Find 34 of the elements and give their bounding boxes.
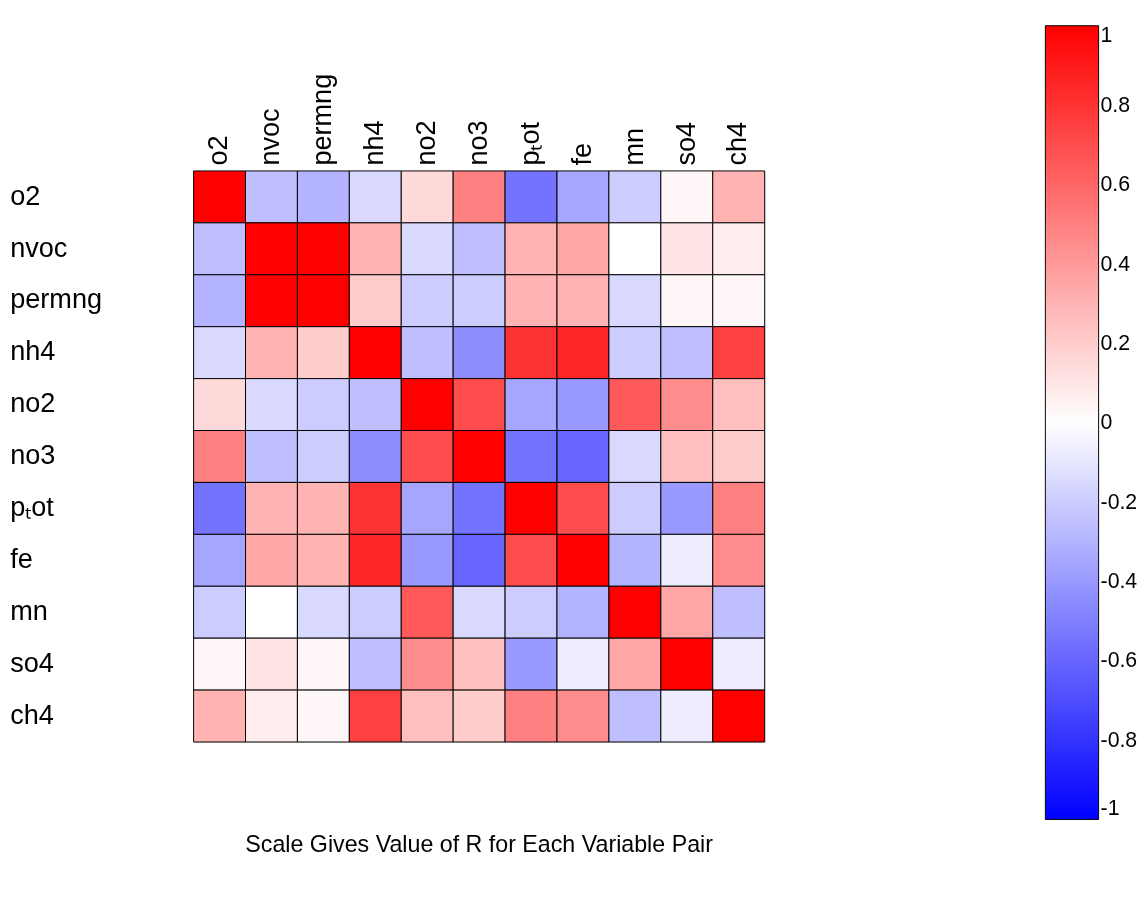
color-bar-label: -0.4: [1100, 569, 1138, 594]
y-tick-label: o2: [10, 179, 41, 211]
color-bar-label: -1: [1100, 795, 1120, 820]
color-bar-label: 1: [1100, 23, 1113, 48]
color-bar-label: 0.6: [1100, 172, 1131, 197]
text: Scale Gives Value of R for Each Variable Pair: [245, 831, 714, 858]
color-bar-label: 0.8: [1100, 92, 1131, 117]
y-tick-label: ch4: [10, 698, 54, 730]
x-tick-label: pₜot: [513, 121, 545, 166]
x-tick-label: no2: [409, 120, 441, 166]
color-bar-label: -0.2: [1100, 489, 1138, 514]
y-tick-label: nh4: [10, 335, 56, 367]
y-tick-label: nvoc: [10, 231, 68, 263]
color-bar-label: 0.4: [1100, 251, 1131, 276]
color-bar-label: 0.2: [1100, 331, 1131, 355]
x-tick-label: so4: [669, 121, 701, 166]
color-bar-label: -0.8: [1100, 727, 1138, 752]
y-tick-label: no2: [10, 387, 56, 419]
x-tick-label: fe: [565, 143, 597, 166]
y-tick-label: permng: [10, 283, 103, 315]
x-tick-label: nh4: [358, 120, 390, 166]
x-tick-label: mn: [617, 127, 649, 166]
y-tick-label: pₜot: [10, 491, 55, 523]
x-tick-label: ch4: [721, 121, 753, 166]
x-tick-label: permng: [306, 73, 338, 166]
y-tick-label: no3: [10, 439, 56, 471]
y-tick-label: mn: [10, 594, 48, 626]
y-tick-label: so4: [10, 646, 54, 678]
color-bar-label: -0.6: [1100, 648, 1138, 673]
x-tick-label: o2: [202, 135, 234, 166]
x-tick-label: nvoc: [254, 108, 286, 166]
color-bar-label: 0: [1100, 410, 1113, 435]
x-tick-label: no3: [461, 120, 493, 166]
y-tick-label: fe: [10, 543, 33, 575]
